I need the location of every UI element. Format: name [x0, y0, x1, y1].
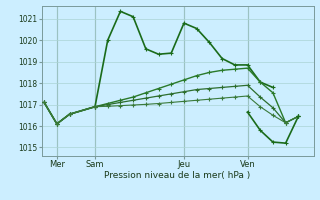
X-axis label: Pression niveau de la mer( hPa ): Pression niveau de la mer( hPa )	[104, 171, 251, 180]
